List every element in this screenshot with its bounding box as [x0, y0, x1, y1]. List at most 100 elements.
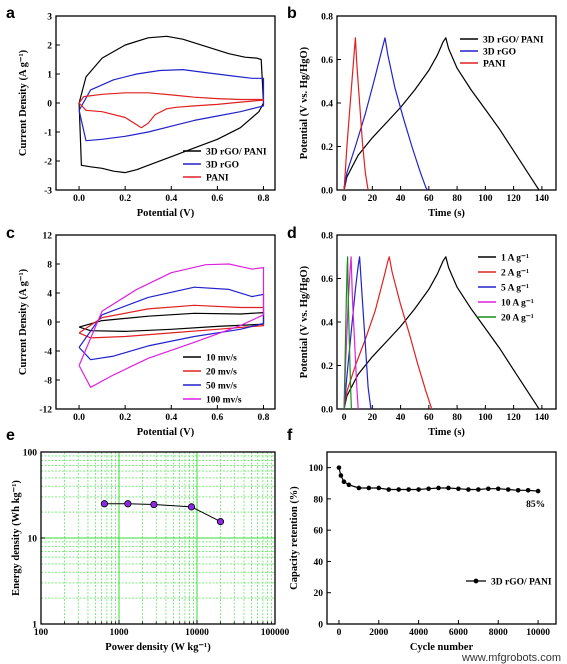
x-tick-label: 0	[337, 628, 342, 638]
x-tick-label: 0.6	[211, 413, 223, 423]
series-line-1	[78, 35, 265, 174]
legend-label: 2 A g⁻¹	[501, 269, 529, 279]
chart-panel-b: b 0 20 40 60 80 100 120 140 0.0 0.2 0.4 0.6 0.8 Time (…	[287, 5, 557, 219]
series-line-4	[78, 263, 265, 388]
x-tick-label: 40	[396, 413, 406, 423]
panel-letter: f	[287, 427, 293, 444]
chart-panel-a: a 0.0 0.2 0.4 0.6 0.8 -3 -2 -1 0 1 2 3 Potential (V) C…	[6, 5, 276, 219]
y-axis-label: Energy density (Wh kg⁻¹)	[11, 480, 22, 596]
x-axis-label: Time (s)	[428, 427, 465, 438]
series-line-3	[343, 37, 369, 191]
x-tick-label: 10000	[185, 628, 209, 638]
data-point	[187, 503, 196, 511]
y-tick-label: 0.0	[321, 406, 333, 416]
x-tick-label: 0.2	[119, 413, 131, 423]
x-tick-label: 120	[506, 194, 521, 204]
y-axis-label: Current Density (A g⁻¹)	[18, 268, 29, 375]
series-line-4	[343, 256, 359, 410]
y-tick-label: 20	[314, 589, 324, 599]
chart-panel-d: d 0 20 40 60 80 100 120 140 0.0 0.2 0.4 0.6 0.8 Time (…	[287, 225, 557, 438]
x-axis-label: Time (s)	[428, 208, 465, 219]
x-tick-label: 10000	[526, 628, 550, 638]
x-tick-label: 100	[34, 628, 49, 638]
y-tick-label: 3	[47, 13, 52, 23]
y-axis-label: Current Density (A g⁻¹)	[18, 49, 29, 156]
y-axis-label: Capacity retention (%)	[289, 486, 300, 590]
x-tick-label: 140	[535, 413, 550, 423]
x-tick-label: 8000	[489, 628, 508, 638]
panel-letter: e	[6, 427, 15, 444]
y-tick-label: 100	[23, 449, 38, 459]
legend-label: 3D rGO/ PANI	[206, 148, 267, 158]
data-point	[346, 482, 352, 488]
y-tick-label: 2	[47, 42, 52, 52]
y-tick-label: 10	[28, 535, 38, 545]
y-tick-label: -3	[44, 187, 52, 197]
plot-frame	[55, 15, 276, 191]
y-tick-label: 0.8	[321, 13, 333, 23]
chart-panel-e: e 100 1000 10000 100000 1 10 100 Power density (…	[6, 427, 290, 653]
legend-label: 1 A g⁻¹	[501, 254, 529, 264]
data-point	[356, 485, 362, 491]
data-point	[505, 487, 511, 492]
data-point	[100, 500, 109, 508]
data-point	[456, 486, 461, 492]
y-axis-label: Potential (V vs. Hg/HgO)	[299, 46, 310, 159]
x-tick-label: 0.6	[211, 194, 223, 204]
y-tick-label: -4	[44, 348, 52, 358]
data-point	[150, 500, 158, 509]
y-tick-label: 60	[314, 527, 324, 537]
series-line-3	[343, 256, 372, 410]
y-tick-label: 0.2	[321, 362, 333, 372]
y-tick-label: 4	[47, 290, 52, 300]
data-point	[336, 465, 342, 470]
x-tick-label: 0.0	[73, 194, 85, 204]
legend-label: 3D rGO/ PANI	[483, 36, 544, 46]
legend-label: 20 mv/s	[206, 368, 237, 378]
legend-label: 5 A g⁻¹	[501, 284, 529, 294]
panel-letter: c	[6, 225, 15, 242]
y-tick-label: 0	[47, 100, 52, 110]
x-tick-label: 60	[424, 413, 434, 423]
legend: 3D rGO/ PANI 3D rGO PANI	[460, 36, 544, 70]
x-tick-label: 1000	[110, 628, 129, 638]
y-tick-label: 0.4	[321, 100, 333, 110]
data-point	[216, 518, 225, 526]
x-tick-label: 80	[452, 413, 462, 423]
data-point	[376, 485, 382, 491]
x-tick-label: 0.4	[165, 194, 177, 204]
data-point	[338, 473, 344, 478]
y-tick-label: 8	[47, 261, 52, 271]
x-tick-label: 20	[368, 194, 378, 204]
series-line-1	[78, 312, 265, 332]
x-tick-label: 0	[342, 413, 347, 423]
series-line-3	[78, 286, 265, 361]
x-tick-label: 100000	[261, 628, 290, 638]
legend-label: 10 mv/s	[206, 354, 237, 364]
panel-letter: d	[287, 225, 297, 242]
x-tick-label: 60	[424, 194, 434, 204]
series-line-2	[343, 37, 428, 191]
data-point	[525, 488, 531, 493]
y-tick-label: 0.2	[321, 143, 333, 153]
y-tick-label: 100	[309, 464, 324, 474]
legend: 10 mv/s 20 mv/s 50 mv/s 100 mv/s	[183, 354, 242, 406]
legend-label: 3D rGO	[206, 161, 239, 171]
y-tick-label: 1	[32, 621, 37, 631]
y-tick-label: 40	[314, 558, 324, 568]
legend-label: PANI	[206, 174, 229, 184]
y-tick-label: 0	[47, 319, 52, 329]
x-tick-label: 2000	[369, 628, 388, 638]
y-tick-label: 0.0	[321, 187, 333, 197]
data-point	[485, 486, 491, 492]
x-tick-label: 0.8	[258, 194, 270, 204]
data-point	[466, 487, 471, 492]
panel-letter: a	[6, 5, 15, 22]
data-point	[446, 485, 451, 491]
y-tick-label: -2	[44, 158, 52, 168]
series-line-5	[343, 256, 352, 410]
data-point	[495, 486, 501, 492]
y-tick-label: 0	[318, 621, 323, 631]
watermark-text: www.mfgrobots.com	[461, 652, 561, 664]
series-line-1	[343, 256, 540, 410]
